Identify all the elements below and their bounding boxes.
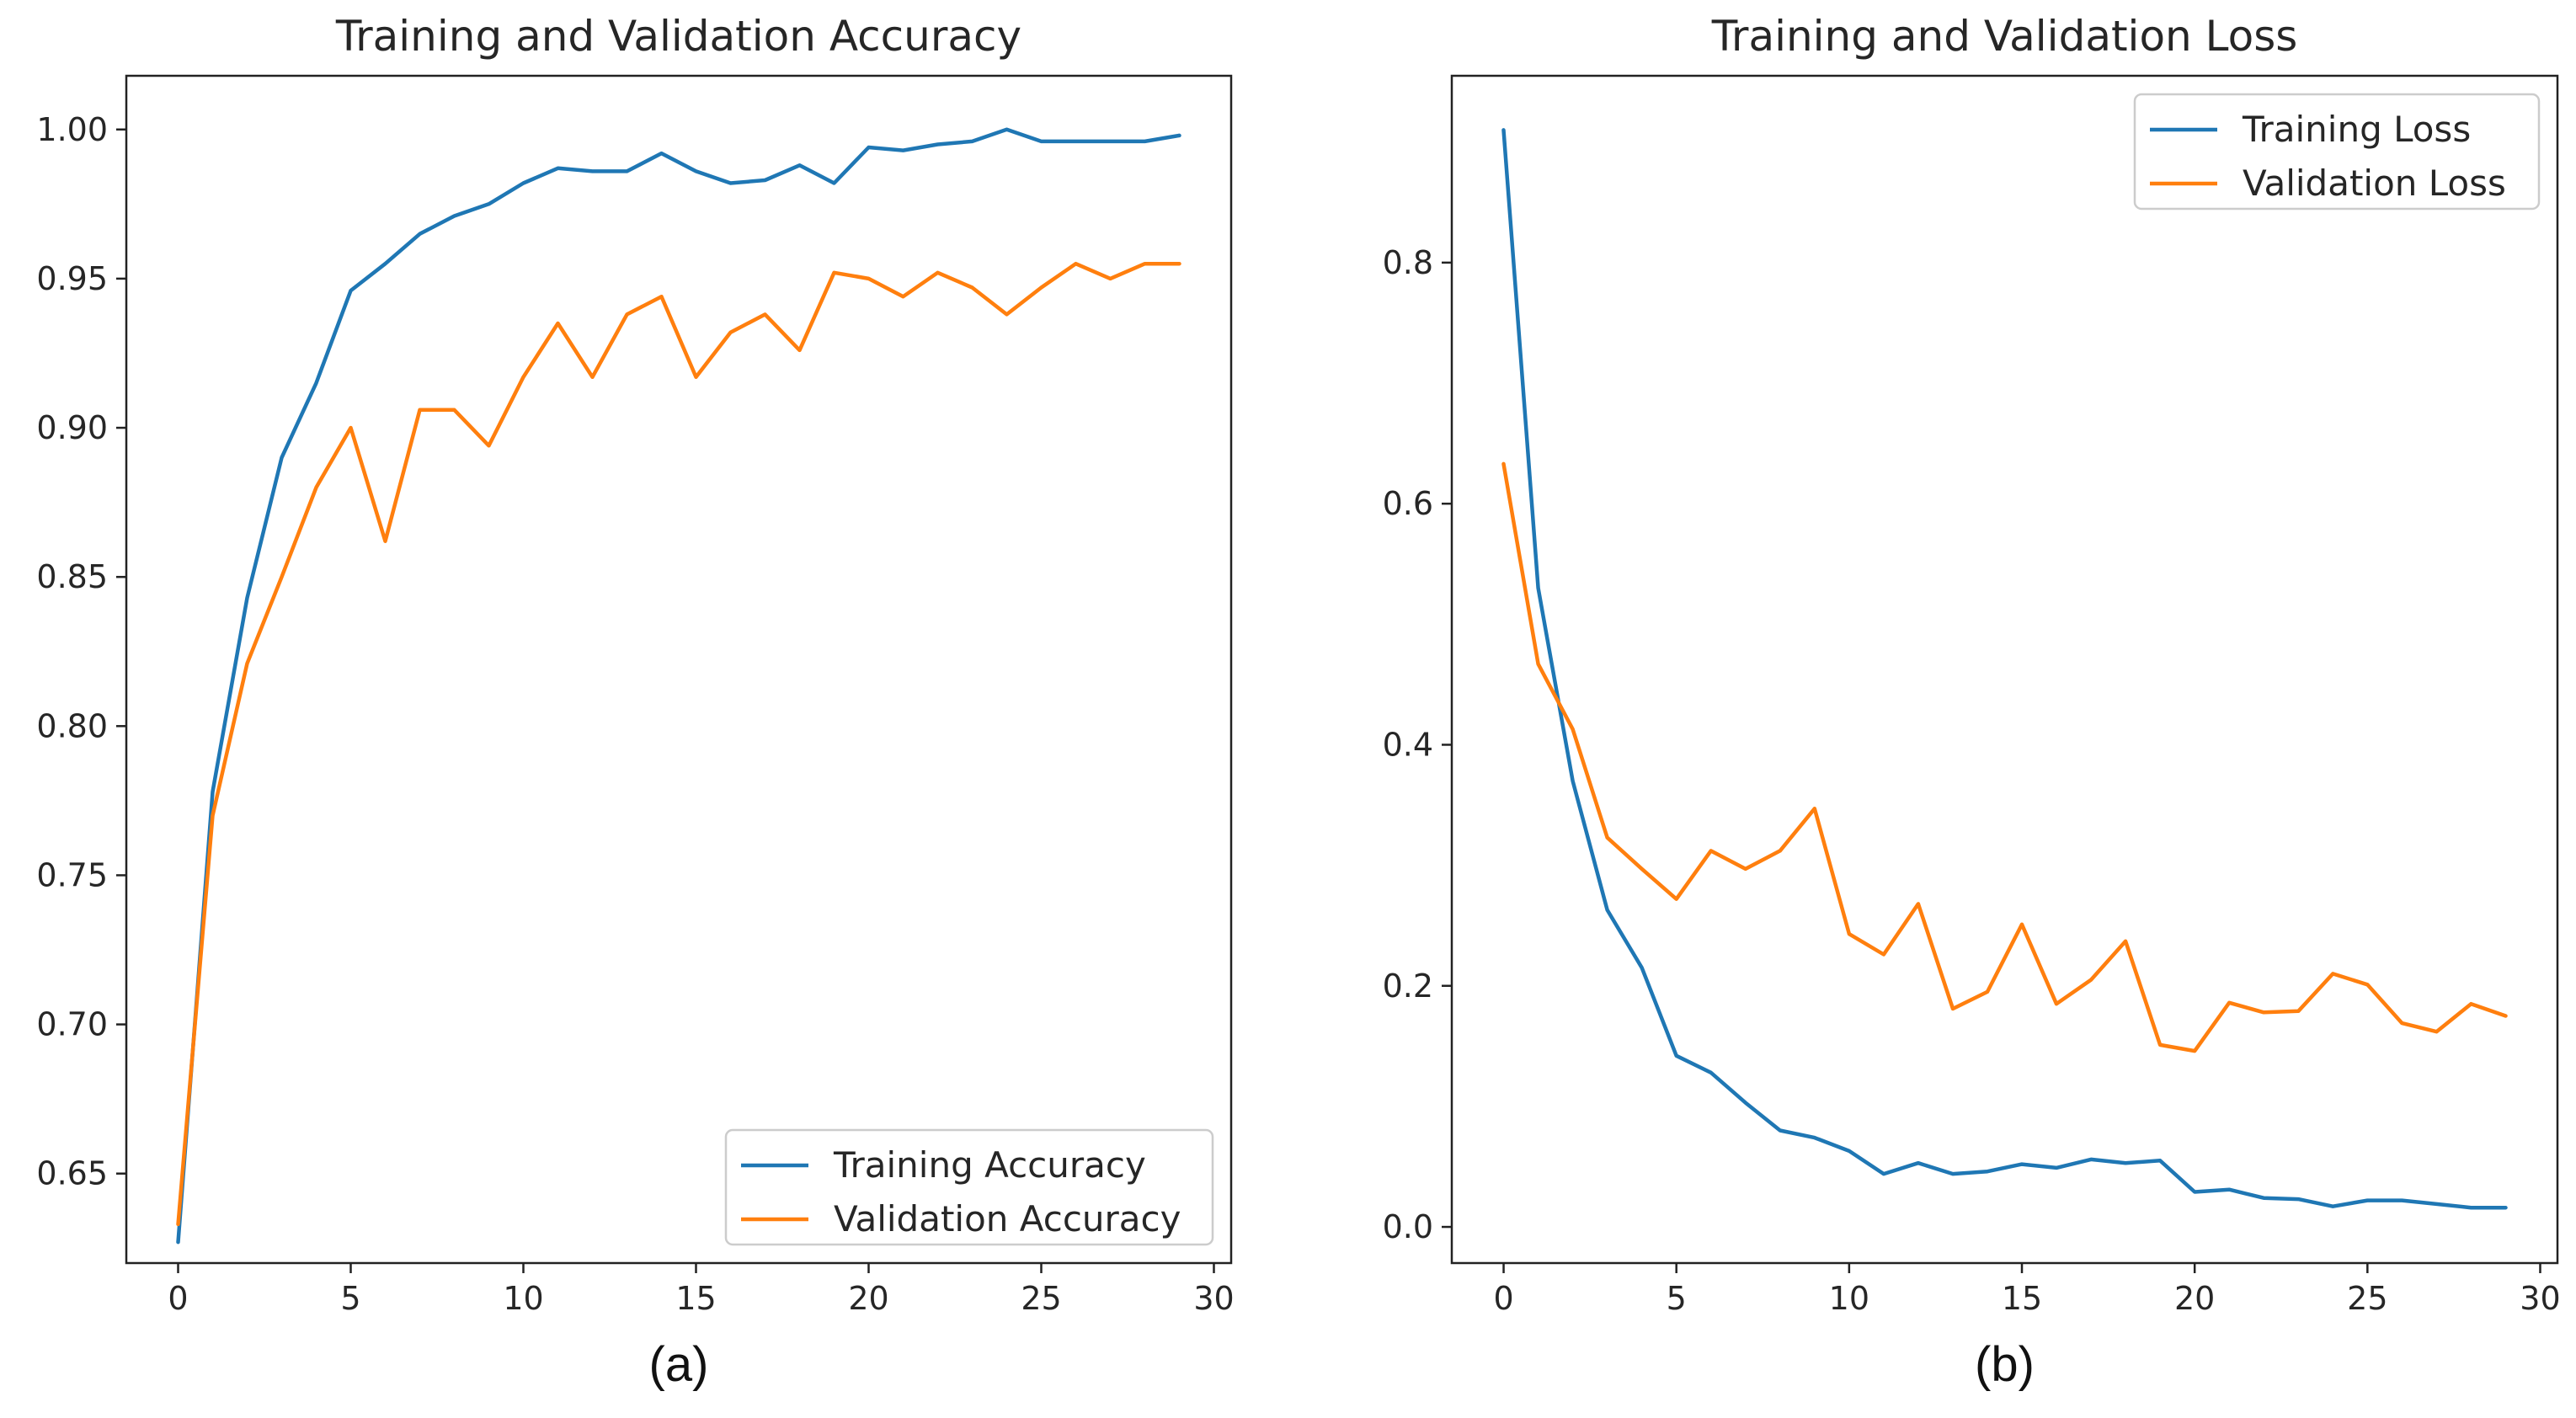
accuracy-legend-label-training-accuracy: Training Accuracy <box>833 1144 1146 1186</box>
accuracy-training-accuracy-line <box>176 127 1181 1245</box>
loss-plot-frame <box>1450 74 2559 1265</box>
accuracy-y-tick-label: 0.90 <box>36 409 108 446</box>
loss-y-tick-label: 0.4 <box>1383 726 1433 763</box>
accuracy-chart: Training and Validation Accuracy 0 5 10 15 20… <box>36 12 1234 1392</box>
loss-y-tick-label: 0.8 <box>1383 244 1433 281</box>
accuracy-y-tick-label: 0.85 <box>36 558 108 595</box>
loss-chart-caption: (b) <box>1975 1337 2035 1392</box>
loss-legend-box <box>2133 93 2541 211</box>
loss-y-tick-label: 0.6 <box>1383 485 1433 522</box>
accuracy-legend: Training Accuracy Validation Accuracy <box>724 1128 1214 1246</box>
loss-x-tick-label: 15 <box>2002 1280 2042 1317</box>
loss-training-loss-line <box>1501 128 2508 1210</box>
accuracy-x-tick-label: 15 <box>675 1280 716 1317</box>
loss-x-tick-label: 25 <box>2347 1280 2387 1317</box>
accuracy-legend-box <box>724 1128 1214 1246</box>
accuracy-x-tick-label: 30 <box>1193 1280 1234 1317</box>
loss-x-tick-label: 0 <box>1493 1280 1513 1317</box>
accuracy-chart-title: Training and Validation Accuracy <box>335 12 1021 61</box>
loss-chart-title: Training and Validation Loss <box>1711 12 2298 61</box>
loss-y-tick-label: 0.2 <box>1383 968 1433 1005</box>
accuracy-x-tick-label: 0 <box>168 1280 188 1317</box>
accuracy-y-tick-label: 0.75 <box>36 856 108 893</box>
accuracy-y-tick-label: 0.80 <box>36 707 108 744</box>
loss-y-tick-label: 0.0 <box>1383 1208 1433 1245</box>
accuracy-y-tick-label: 0.95 <box>36 260 108 297</box>
accuracy-x-tick-label: 10 <box>503 1280 543 1317</box>
loss-x-tick-label: 20 <box>2174 1280 2215 1317</box>
loss-x-tick-label: 10 <box>1829 1280 1869 1317</box>
loss-x-tick-label: 30 <box>2520 1280 2560 1317</box>
loss-legend-label-training-loss: Training Loss <box>2242 109 2471 150</box>
accuracy-x-tick-label: 5 <box>340 1280 360 1317</box>
accuracy-x-tick-label: 20 <box>848 1280 888 1317</box>
accuracy-y-tick-label: 1.00 <box>36 111 108 148</box>
accuracy-y-tick-label: 0.70 <box>36 1006 108 1043</box>
loss-validation-loss-line <box>1501 461 2508 1053</box>
loss-legend: Training Loss Validation Loss <box>2133 93 2541 211</box>
accuracy-legend-label-validation-accuracy: Validation Accuracy <box>834 1198 1181 1239</box>
loss-chart: Training and Validation Loss 0 5 10 15 20 25 30… <box>1383 12 2561 1392</box>
accuracy-y-tick-label: 0.65 <box>36 1155 108 1192</box>
accuracy-chart-caption: (a) <box>649 1337 709 1392</box>
loss-legend-label-validation-loss: Validation Loss <box>2243 163 2506 204</box>
loss-x-tick-label: 5 <box>1667 1280 1687 1317</box>
accuracy-plot-frame <box>125 74 1233 1265</box>
accuracy-x-tick-label: 25 <box>1021 1280 1061 1317</box>
accuracy-validation-accuracy-line <box>176 261 1181 1227</box>
